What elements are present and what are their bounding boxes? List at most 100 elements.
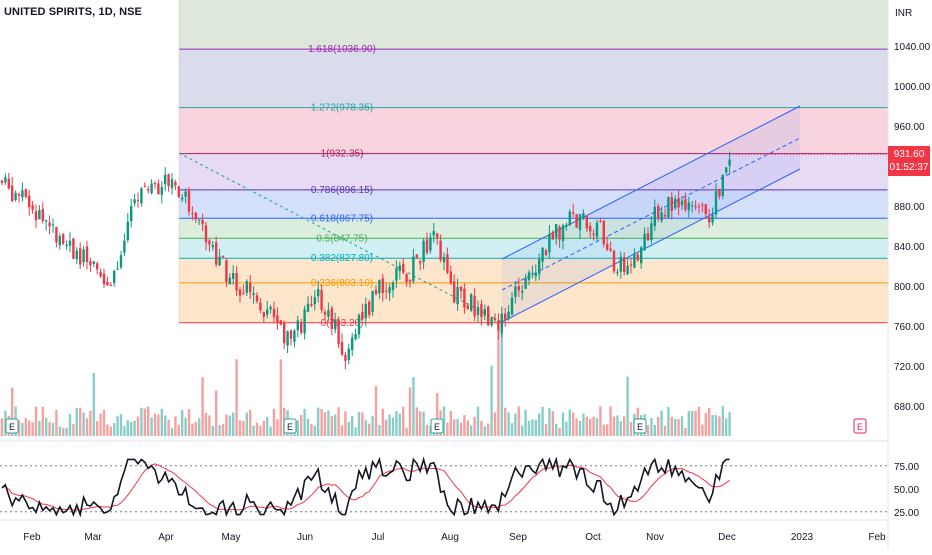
- candle-body: [221, 255, 225, 258]
- candle-body: [31, 205, 34, 210]
- candle-body: [99, 272, 102, 277]
- candle-body: [45, 220, 48, 222]
- candle-body: [643, 233, 646, 251]
- volume-bar: [480, 420, 483, 436]
- candle-body: [38, 209, 41, 220]
- candle-body: [592, 233, 595, 235]
- fib-trend-line: [178, 152, 503, 323]
- candle-body: [164, 174, 167, 185]
- candle-body: [653, 206, 656, 227]
- candle-body: [575, 214, 578, 228]
- fib-level-label: 1(932.35): [321, 149, 364, 160]
- volume-bar: [510, 423, 514, 436]
- earnings-marker-box: [283, 418, 297, 434]
- time-axis-label: May: [222, 532, 241, 543]
- candle-body: [415, 254, 418, 259]
- time-axis-label: Nov: [646, 532, 664, 543]
- candles: [0, 151, 731, 370]
- fib-level-label: 0.382(827.80): [311, 253, 373, 264]
- fib-zone: [179, 153, 888, 190]
- volume-bar: [303, 408, 306, 436]
- volume-bar: [245, 412, 248, 436]
- candle-body: [232, 273, 235, 279]
- volume-bar: [228, 415, 231, 436]
- volume-bar: [96, 421, 99, 436]
- candle-body: [572, 212, 575, 214]
- candle-body: [48, 222, 51, 227]
- volume-bar: [721, 406, 724, 436]
- volume-bar: [354, 427, 357, 436]
- fib-level-label: 1.272(978.35): [311, 103, 373, 114]
- candle-body: [436, 233, 439, 238]
- candle-body: [541, 247, 544, 262]
- candle-body: [334, 320, 337, 330]
- candle-body: [340, 342, 344, 355]
- volume-bar: [561, 412, 565, 436]
- candle-body: [191, 213, 194, 215]
- volume-bar: [541, 406, 544, 436]
- volume-bar: [653, 424, 656, 436]
- candle-body: [633, 253, 636, 268]
- volume-bar: [249, 409, 252, 436]
- volume-bar: [697, 406, 701, 436]
- volume-bar: [575, 418, 578, 436]
- candle-body: [11, 185, 14, 202]
- price-axis-tick: 720.00: [894, 362, 925, 373]
- candle-body: [255, 295, 259, 302]
- candle-body: [51, 224, 55, 226]
- time-axis-label: Dec: [718, 532, 736, 543]
- volume-bar: [711, 414, 714, 436]
- candle-body: [378, 279, 381, 294]
- candle-body: [14, 192, 17, 201]
- volume-bar: [41, 406, 44, 436]
- candle-body: [215, 242, 218, 265]
- earnings-marker: E: [853, 418, 867, 434]
- candle-body: [354, 334, 357, 340]
- candle-body: [504, 313, 507, 320]
- candle-body: [680, 200, 684, 206]
- volume-bar: [684, 427, 687, 436]
- candle-body: [364, 303, 367, 319]
- candle-body: [21, 190, 24, 198]
- volume-bar: [48, 422, 51, 436]
- candle-body: [208, 240, 211, 245]
- volume-bar: [476, 406, 480, 436]
- volume-bar: [589, 418, 592, 436]
- candle-body: [85, 246, 89, 263]
- volume-bar: [191, 423, 194, 436]
- channel-fill: [502, 106, 800, 322]
- candle-body: [28, 195, 31, 208]
- volume-bar: [215, 390, 218, 436]
- volume-bar: [667, 406, 670, 436]
- candle-body: [650, 223, 653, 241]
- candle-body: [310, 304, 313, 306]
- volume-bar: [674, 418, 677, 436]
- volume-bar: [602, 424, 605, 436]
- candle-body: [347, 348, 350, 361]
- volume-bar: [242, 421, 245, 436]
- time-axis-label: Aug: [441, 532, 459, 543]
- fib-level-label: 0.786(896.15): [311, 185, 373, 196]
- time-axis-label: Oct: [585, 532, 601, 543]
- volume-bar: [442, 406, 446, 436]
- volume-bar: [11, 387, 14, 436]
- candle-body: [296, 320, 299, 331]
- volume-bar: [31, 422, 34, 436]
- volume-bar: [663, 425, 667, 436]
- earnings-marker-label: E: [287, 422, 293, 432]
- candle-body: [711, 214, 714, 223]
- volume-bar: [232, 412, 235, 436]
- candle-body: [266, 309, 269, 315]
- candle-body: [636, 254, 639, 261]
- candle-body: [116, 268, 119, 270]
- fib-zone: [179, 238, 888, 259]
- volume-bar: [143, 408, 146, 436]
- candle-body: [463, 288, 466, 308]
- candle-body: [368, 301, 371, 315]
- candle-body: [177, 186, 180, 197]
- volume-bar: [334, 414, 337, 436]
- candle-body: [153, 183, 157, 185]
- volume-bar: [340, 425, 344, 436]
